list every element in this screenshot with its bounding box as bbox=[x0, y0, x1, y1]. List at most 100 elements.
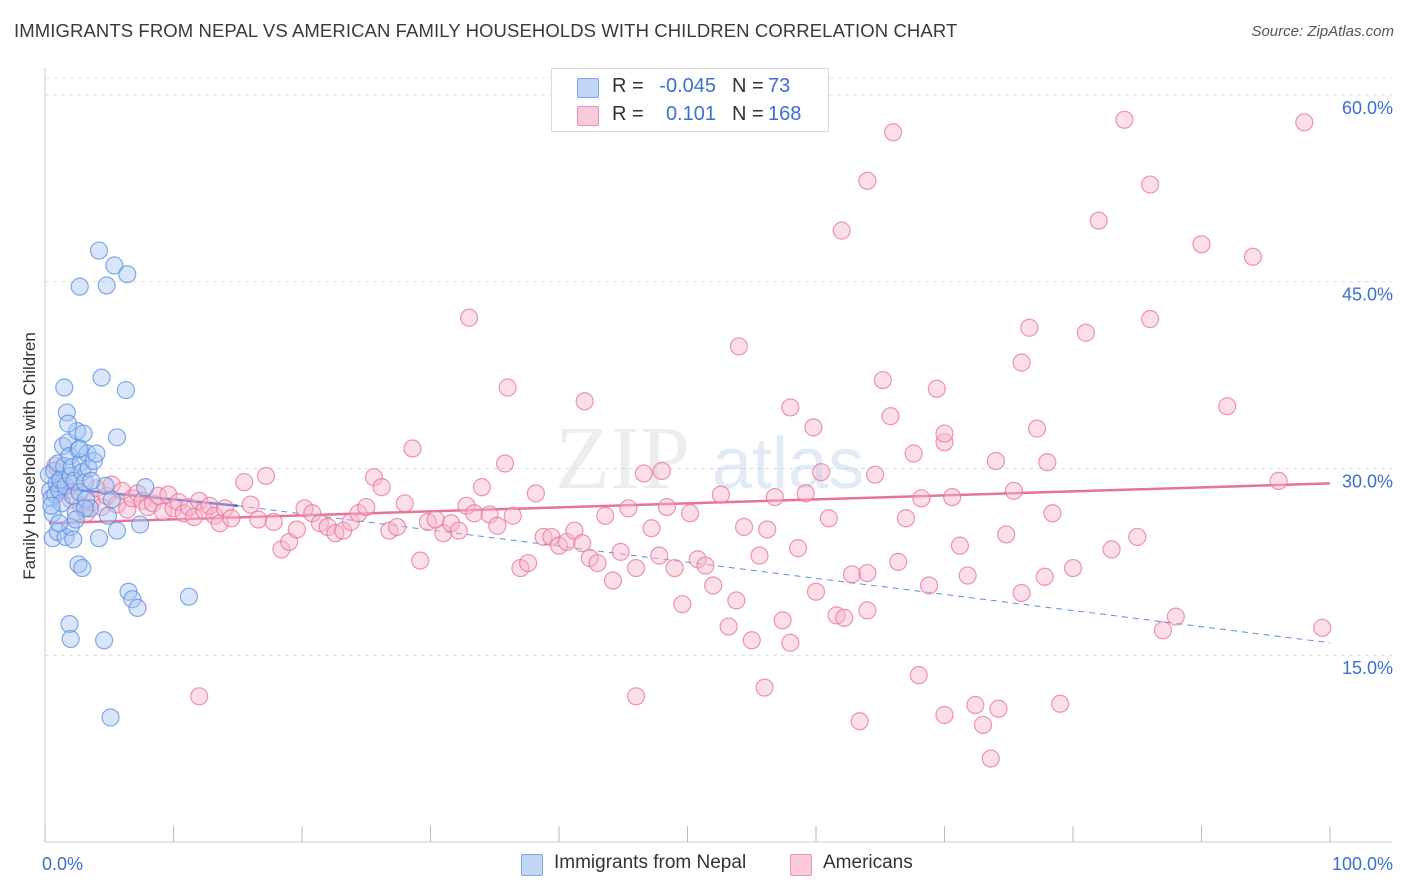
data-point bbox=[573, 534, 592, 553]
data-point bbox=[912, 489, 931, 508]
data-point bbox=[588, 553, 607, 573]
chart-title: IMMIGRANTS FROM NEPAL VS AMERICAN FAMILY… bbox=[14, 20, 958, 41]
data-point bbox=[858, 601, 877, 620]
data-point bbox=[704, 576, 723, 595]
data-point bbox=[1035, 567, 1054, 586]
correlation-legend: R = -0.045 N = 73 R = 0.101 N = 168 bbox=[551, 68, 829, 132]
data-point bbox=[889, 552, 908, 571]
data-point bbox=[873, 370, 892, 390]
watermark-zip: ZIP bbox=[555, 409, 690, 508]
data-point bbox=[806, 582, 826, 601]
data-point bbox=[711, 485, 731, 504]
data-point bbox=[727, 591, 746, 610]
data-point bbox=[50, 514, 69, 533]
data-point bbox=[169, 492, 188, 512]
data-point bbox=[459, 308, 479, 327]
data-point bbox=[98, 506, 118, 525]
data-point bbox=[105, 256, 124, 275]
data-point bbox=[935, 424, 954, 443]
data-point bbox=[87, 444, 106, 463]
bottom-legend-swatch-americans bbox=[790, 854, 812, 876]
data-point bbox=[904, 444, 923, 463]
data-point bbox=[788, 539, 808, 558]
data-point bbox=[1295, 113, 1314, 132]
data-point bbox=[1102, 540, 1121, 559]
axis-labels: 15.0% 30.0% 45.0% 60.0% 0.0% 100.0% Family Hou… bbox=[20, 98, 1393, 874]
data-point bbox=[70, 439, 89, 458]
data-point bbox=[1038, 453, 1057, 472]
data-point bbox=[118, 265, 137, 284]
data-point bbox=[781, 633, 800, 652]
legend-swatch-nepal bbox=[577, 78, 599, 98]
data-point bbox=[909, 666, 928, 685]
data-point bbox=[1166, 607, 1185, 626]
data-point bbox=[426, 510, 445, 529]
data-point bbox=[896, 509, 916, 528]
data-point bbox=[1089, 211, 1108, 230]
data-point bbox=[650, 546, 669, 565]
data-point bbox=[128, 598, 147, 618]
data-point bbox=[619, 499, 638, 518]
bottom-legend-swatch-nepal bbox=[521, 854, 543, 876]
data-point bbox=[66, 510, 85, 529]
data-point bbox=[495, 454, 515, 473]
data-point bbox=[395, 494, 414, 513]
data-point bbox=[603, 571, 623, 590]
data-point bbox=[465, 504, 484, 523]
data-point bbox=[1218, 397, 1237, 416]
data-point bbox=[184, 507, 204, 527]
y-tick-label: 45.0% bbox=[1342, 285, 1393, 305]
data-point bbox=[652, 461, 671, 481]
data-point bbox=[60, 614, 79, 634]
data-point bbox=[742, 631, 761, 650]
data-point bbox=[92, 368, 111, 387]
y-tick-label: 60.0% bbox=[1342, 98, 1393, 118]
legend-r-label: R = bbox=[612, 103, 644, 125]
data-point bbox=[488, 516, 507, 535]
data-point bbox=[457, 496, 476, 515]
data-point bbox=[1153, 621, 1173, 640]
data-point bbox=[1115, 110, 1134, 129]
data-point bbox=[303, 504, 322, 523]
data-point bbox=[1012, 353, 1031, 372]
data-point bbox=[575, 392, 594, 411]
data-point bbox=[1076, 323, 1095, 342]
series-nepal bbox=[39, 241, 199, 727]
data-point bbox=[102, 475, 121, 494]
data-point bbox=[526, 484, 545, 503]
data-point bbox=[61, 629, 80, 649]
data-point bbox=[102, 490, 121, 509]
data-point bbox=[1140, 175, 1160, 194]
data-point bbox=[1313, 618, 1332, 637]
data-point bbox=[858, 171, 877, 190]
data-point bbox=[1051, 694, 1070, 713]
data-point bbox=[159, 485, 178, 504]
data-point bbox=[943, 487, 962, 507]
data-point bbox=[657, 497, 677, 517]
data-point bbox=[249, 510, 268, 529]
data-point bbox=[642, 519, 661, 538]
legend-n-value: 73 bbox=[768, 75, 791, 97]
series-americans bbox=[46, 110, 1332, 768]
data-point bbox=[89, 241, 109, 260]
data-point bbox=[765, 487, 784, 507]
data-point bbox=[222, 509, 241, 528]
data-point bbox=[919, 576, 939, 595]
data-point bbox=[1269, 471, 1288, 491]
data-point bbox=[696, 556, 715, 575]
data-point bbox=[966, 695, 985, 715]
legend-n-label: N = bbox=[732, 103, 764, 125]
legend-r-value: -0.045 bbox=[659, 75, 716, 97]
y-tick-label: 30.0% bbox=[1342, 471, 1393, 491]
data-point bbox=[74, 424, 93, 443]
legend-n-label: N = bbox=[732, 75, 764, 97]
data-point bbox=[264, 512, 283, 532]
data-point bbox=[1063, 558, 1083, 578]
data-point bbox=[781, 398, 800, 417]
data-point bbox=[1043, 504, 1062, 523]
data-point bbox=[60, 446, 79, 466]
data-point bbox=[842, 565, 862, 584]
data-point bbox=[883, 123, 903, 142]
data-point bbox=[835, 608, 854, 627]
